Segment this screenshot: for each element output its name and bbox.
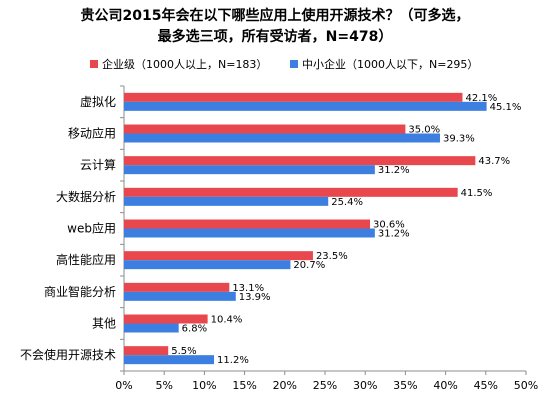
bar-s0-c1 — [124, 124, 406, 134]
value-label-s0-c0: 42.1% — [465, 93, 497, 104]
bar-s1-c5 — [124, 260, 291, 270]
category-label-0: 虚拟化 — [80, 95, 116, 109]
bar-s1-c1 — [124, 133, 440, 143]
value-label-s1-c1: 39.3% — [443, 134, 475, 145]
legend-label-sme: 中小企业（1000人以下，N=295） — [302, 58, 479, 71]
x-tick-label-7: 35% — [393, 379, 417, 392]
x-tick-label-10: 50% — [514, 379, 538, 392]
legend-swatch-sme — [290, 60, 298, 68]
bar-s0-c8 — [124, 346, 169, 356]
bar-s0-c2 — [124, 156, 476, 166]
value-label-s0-c4: 30.6% — [373, 220, 405, 231]
bar-s0-c6 — [124, 282, 230, 292]
category-label-3: 大数据分析 — [56, 189, 116, 204]
bar-s1-c2 — [124, 165, 375, 175]
x-tick-label-9: 45% — [474, 379, 498, 392]
value-label-s1-c7: 6.8% — [182, 324, 207, 335]
bar-s1-c6 — [124, 291, 236, 301]
category-label-6: 商业智能分析 — [44, 284, 116, 299]
value-label-s1-c4: 31.2% — [378, 229, 410, 240]
x-tick-label-5: 25% — [313, 379, 337, 392]
chart-title-line-2: 最多选三项，所有受访者，N=478） — [157, 29, 393, 45]
category-label-8: 不会使用开源技术 — [20, 347, 116, 362]
bar-s1-c4 — [124, 228, 375, 238]
value-label-s1-c0: 45.1% — [490, 102, 522, 113]
legend-item-enterprise: 企业级（1000人以上，N=183） — [90, 56, 267, 72]
x-tick-label-1: 5% — [155, 379, 172, 392]
value-label-s0-c1: 35.0% — [408, 125, 440, 136]
category-label-2: 云计算 — [80, 157, 116, 172]
value-label-s1-c6: 13.9% — [239, 292, 271, 303]
bar-s0-c3 — [124, 187, 458, 197]
legend: 企业级（1000人以上，N=183） 中小企业（1000人以下，N=295） — [0, 56, 550, 76]
x-tick-label-2: 10% — [192, 379, 216, 392]
x-tick-label-6: 30% — [353, 379, 377, 392]
value-label-s1-c3: 25.4% — [331, 197, 363, 208]
bar-s1-c0 — [124, 101, 487, 111]
value-label-s1-c2: 31.2% — [378, 165, 410, 176]
legend-label-enterprise: 企业级（1000人以上，N=183） — [102, 58, 268, 71]
bar-s1-c3 — [124, 196, 329, 206]
chart-title: 贵公司2015年会在以下哪些应用上使用开源技术？（可多选， 最多选三项，所有受访… — [0, 6, 550, 48]
bar-s0-c0 — [124, 92, 463, 102]
x-tick-label-3: 15% — [232, 379, 256, 392]
value-label-s1-c8: 11.2% — [217, 355, 249, 366]
legend-item-sme: 中小企业（1000人以下，N=295） — [290, 56, 478, 72]
bar-s1-c7 — [124, 323, 179, 333]
legend-swatch-enterprise — [90, 60, 98, 68]
value-label-s1-c5: 20.7% — [293, 260, 325, 271]
category-label-7: 其他 — [92, 317, 116, 331]
category-label-1: 移动应用 — [68, 126, 116, 141]
category-label-5: 高性能应用 — [56, 252, 116, 267]
bar-s1-c8 — [124, 355, 215, 365]
bar-s0-c4 — [124, 219, 371, 229]
bar-s0-c5 — [124, 251, 313, 261]
bar-s0-c7 — [124, 314, 208, 324]
x-tick-label-0: 0% — [115, 379, 132, 392]
value-label-s0-c7: 10.4% — [211, 315, 243, 326]
x-tick-label-4: 20% — [273, 379, 297, 392]
value-label-s0-c3: 41.5% — [461, 188, 493, 199]
x-tick-label-8: 40% — [433, 379, 457, 392]
value-label-s0-c8: 5.5% — [171, 346, 196, 357]
chart-title-line-1: 贵公司2015年会在以下哪些应用上使用开源技术？（可多选， — [80, 8, 470, 24]
value-label-s0-c5: 23.5% — [316, 251, 348, 262]
value-label-s0-c2: 43.7% — [478, 156, 510, 167]
category-label-4: web应用 — [67, 221, 116, 236]
value-label-s0-c6: 13.1% — [232, 283, 264, 294]
